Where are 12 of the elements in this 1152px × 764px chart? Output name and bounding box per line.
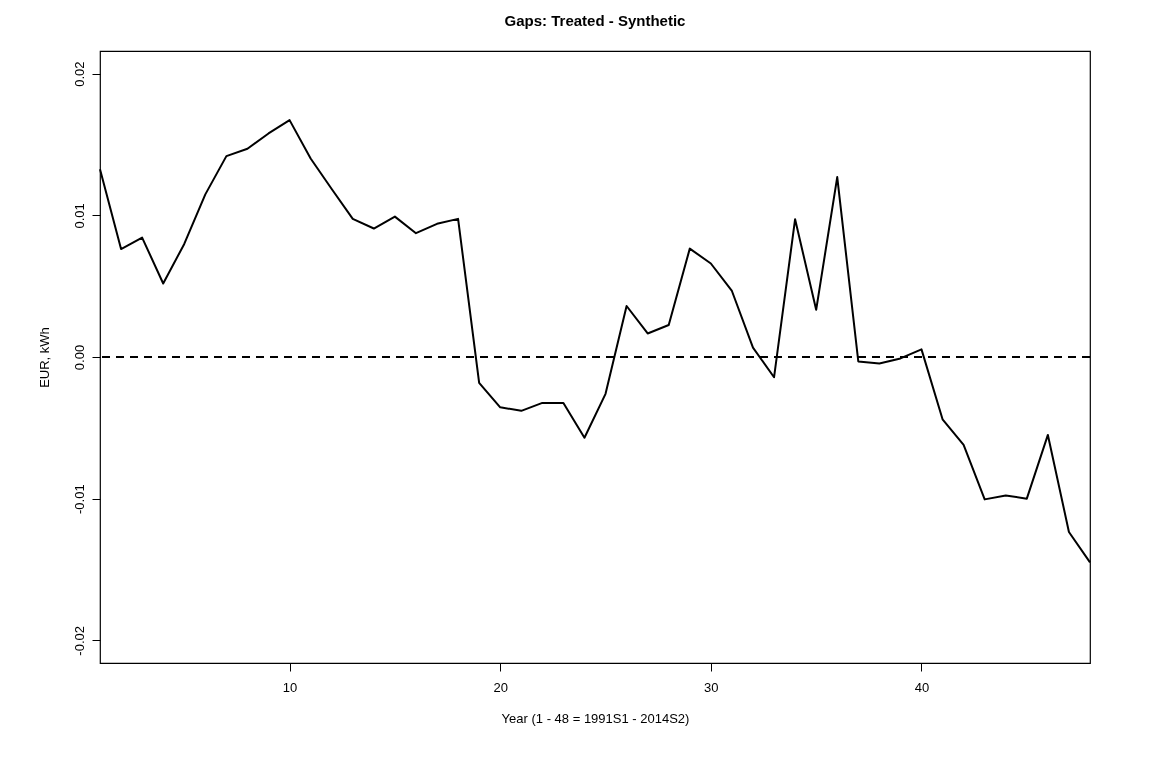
x-axis-title: Year (1 - 48 = 1991S1 - 2014S2) <box>501 710 690 726</box>
y-tick-label: 0.01 <box>71 203 87 229</box>
x-tick-label: 10 <box>282 679 298 695</box>
x-tick-label: 30 <box>704 679 719 695</box>
y-axis-title: EUR, kWh <box>36 327 52 388</box>
y-tick-label: -0.01 <box>71 484 87 514</box>
y-tick-label: -0.02 <box>71 626 87 656</box>
chart-title: Gaps: Treated - Synthetic <box>504 12 686 29</box>
y-tick-label: 0.02 <box>71 61 87 87</box>
y-tick-label: 0.00 <box>71 344 87 371</box>
x-tick-label: 40 <box>914 679 930 695</box>
x-tick-label: 20 <box>493 679 508 695</box>
